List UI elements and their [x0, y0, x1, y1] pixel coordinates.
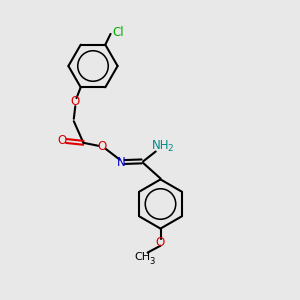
- Text: 3: 3: [149, 256, 154, 266]
- Text: 2: 2: [167, 144, 173, 153]
- Text: Cl: Cl: [112, 26, 124, 39]
- Text: N: N: [117, 155, 126, 169]
- Text: O: O: [156, 236, 165, 249]
- Text: CH: CH: [134, 252, 151, 262]
- Text: O: O: [71, 95, 80, 108]
- Text: O: O: [57, 134, 66, 147]
- Text: NH: NH: [152, 139, 169, 152]
- Text: O: O: [98, 140, 106, 153]
